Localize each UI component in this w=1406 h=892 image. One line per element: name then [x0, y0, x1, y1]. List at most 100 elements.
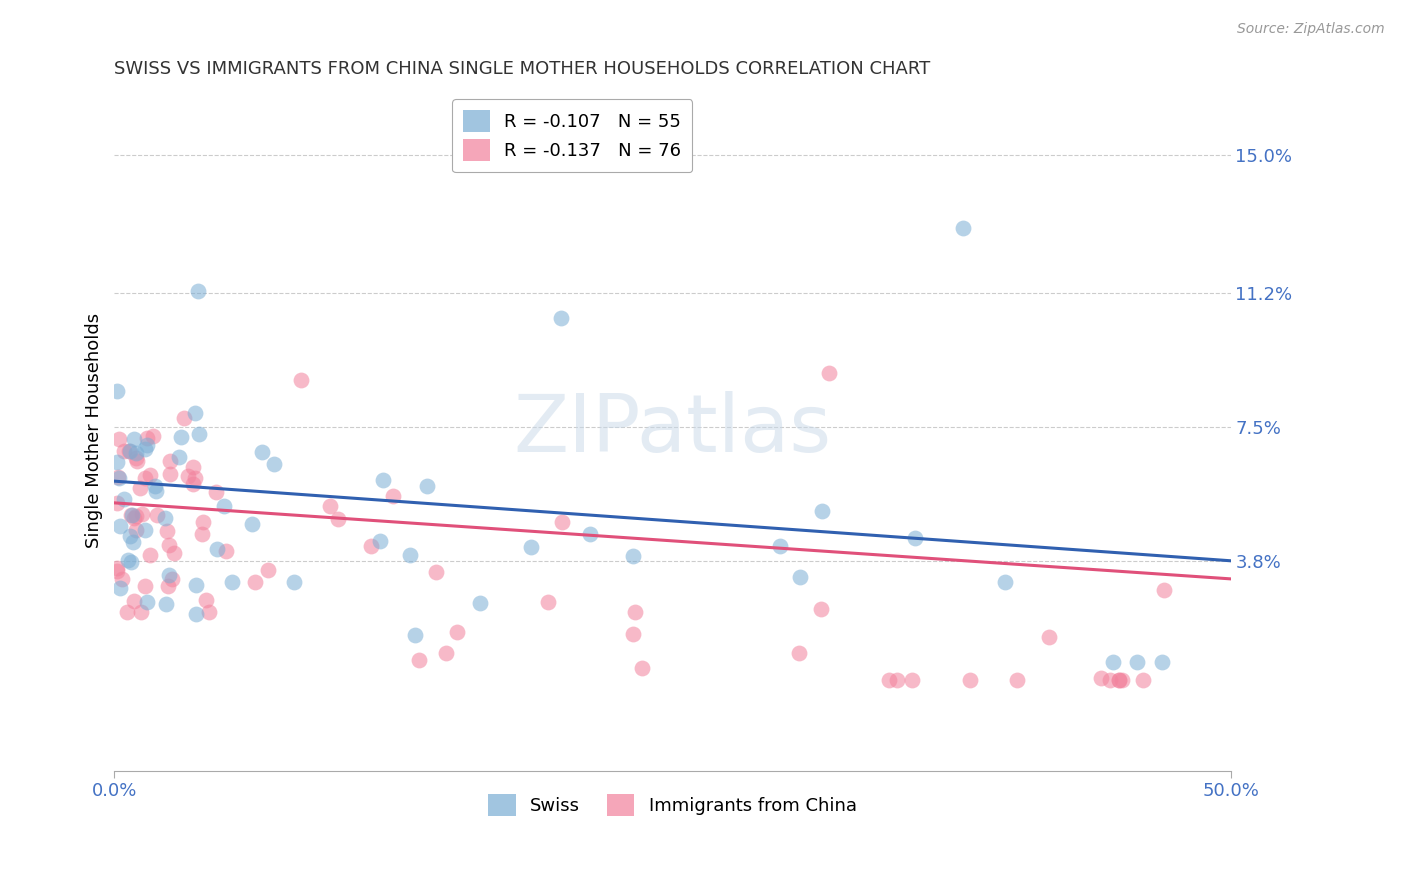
Point	[257, 563, 280, 577]
Point	[537, 594, 560, 608]
Point	[129, 481, 152, 495]
Point	[221, 574, 243, 589]
Point	[156, 524, 179, 538]
Y-axis label: Single Mother Households: Single Mother Households	[86, 313, 103, 548]
Point	[135, 431, 157, 445]
Point	[959, 673, 981, 688]
Point	[551, 516, 574, 530]
Point	[131, 507, 153, 521]
Point	[105, 496, 128, 510]
Point	[107, 433, 129, 447]
Point	[105, 384, 128, 398]
Text: Source: ZipAtlas.com: Source: ZipAtlas.com	[1237, 22, 1385, 37]
Point	[117, 552, 139, 566]
Point	[186, 577, 208, 591]
Point	[520, 540, 543, 554]
Point	[138, 467, 160, 482]
Point	[112, 444, 135, 458]
Point	[157, 567, 180, 582]
Point	[1005, 673, 1028, 688]
Point	[125, 454, 148, 468]
Point	[621, 627, 644, 641]
Point	[134, 579, 156, 593]
Point	[446, 625, 468, 640]
Point	[817, 366, 839, 380]
Point	[167, 450, 190, 464]
Point	[125, 446, 148, 460]
Point	[135, 438, 157, 452]
Point	[118, 529, 141, 543]
Point	[145, 483, 167, 498]
Point	[124, 523, 146, 537]
Point	[145, 508, 167, 523]
Point	[901, 673, 924, 688]
Point	[263, 457, 285, 471]
Point	[125, 451, 148, 466]
Point	[191, 515, 214, 529]
Point	[810, 504, 832, 518]
Point	[160, 572, 183, 586]
Point	[108, 581, 131, 595]
Point	[187, 285, 209, 299]
Point	[470, 596, 492, 610]
Point	[163, 546, 186, 560]
Point	[190, 526, 212, 541]
Point	[112, 492, 135, 507]
Point	[105, 561, 128, 575]
Point	[183, 406, 205, 420]
Point	[134, 442, 156, 457]
Point	[173, 410, 195, 425]
Point	[382, 489, 405, 503]
Point	[198, 605, 221, 619]
Point	[952, 220, 974, 235]
Point	[170, 430, 193, 444]
Point	[153, 511, 176, 525]
Point	[177, 469, 200, 483]
Point	[368, 534, 391, 549]
Point	[159, 454, 181, 468]
Point	[139, 548, 162, 562]
Point	[121, 535, 143, 549]
Point	[184, 471, 207, 485]
Point	[621, 549, 644, 564]
Point	[769, 539, 792, 553]
Point	[1126, 655, 1149, 669]
Point	[207, 541, 229, 556]
Point	[120, 508, 142, 522]
Point	[142, 428, 165, 442]
Point	[110, 519, 132, 533]
Point	[215, 544, 238, 558]
Point	[434, 646, 457, 660]
Point	[129, 606, 152, 620]
Point	[107, 471, 129, 485]
Point	[326, 512, 349, 526]
Point	[245, 574, 267, 589]
Point	[105, 455, 128, 469]
Point	[187, 427, 209, 442]
Text: ZIPatlas: ZIPatlas	[513, 392, 831, 469]
Point	[181, 459, 204, 474]
Point	[877, 673, 900, 688]
Point	[399, 548, 422, 562]
Point	[1108, 673, 1130, 688]
Point	[1102, 655, 1125, 669]
Point	[787, 646, 810, 660]
Point	[157, 538, 180, 552]
Point	[1132, 673, 1154, 688]
Point	[214, 499, 236, 513]
Point	[143, 479, 166, 493]
Point	[1108, 673, 1130, 688]
Point	[319, 499, 342, 513]
Point	[404, 627, 426, 641]
Point	[134, 524, 156, 538]
Point	[810, 601, 832, 615]
Point	[105, 564, 128, 578]
Point	[195, 593, 218, 607]
Legend: Swiss, Immigrants from China: Swiss, Immigrants from China	[481, 787, 863, 823]
Point	[134, 471, 156, 485]
Point	[181, 477, 204, 491]
Point	[1038, 630, 1060, 644]
Point	[122, 594, 145, 608]
Point	[111, 572, 134, 586]
Point	[373, 473, 395, 487]
